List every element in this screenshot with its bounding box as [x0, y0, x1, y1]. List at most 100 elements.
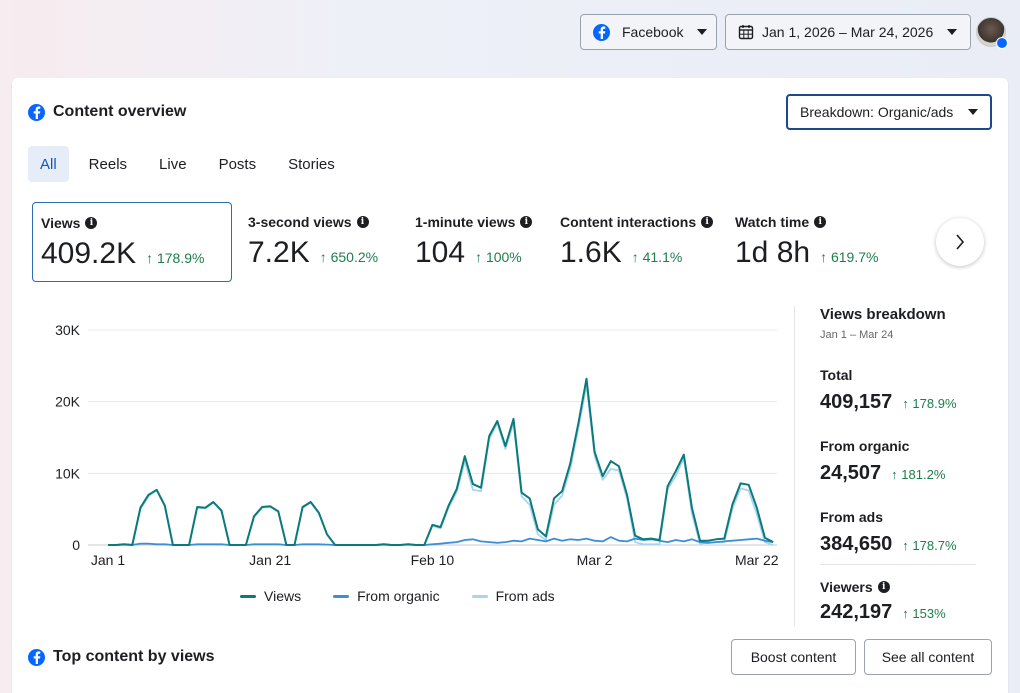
breakdown-item-value: 409,157: [820, 391, 893, 413]
facebook-icon: [28, 648, 45, 666]
breakdown-item-delta: ↑ 178.7%: [902, 538, 957, 553]
x-tick-label: Jan 1: [91, 552, 125, 568]
breakdown-item-ads: From ads 384,650 ↑ 178.7%: [820, 509, 976, 565]
breakdown-item-delta: ↑ 153%: [902, 606, 946, 621]
metric-label: Watch time: [735, 214, 810, 230]
metric-value: 1.6K: [560, 236, 622, 269]
breakdown-item-label: From organic: [820, 438, 910, 454]
breakdown-item-viewers: Viewers i 242,197 ↑ 153%: [820, 579, 976, 624]
metric-label: Views: [41, 215, 81, 231]
platform-label: Facebook: [622, 24, 684, 40]
y-tick-label: 0: [72, 537, 80, 553]
chevron-down-icon: [697, 29, 708, 35]
y-tick-label: 10K: [55, 465, 81, 481]
x-tick-label: Jan 21: [249, 552, 291, 568]
legend-item-ads[interactable]: From ads: [471, 588, 555, 604]
y-tick-label: 30K: [55, 322, 81, 338]
breakdown-item-delta: ↑ 178.9%: [902, 396, 957, 411]
page-title: Content overview: [53, 103, 187, 120]
breakdown-item-organic: From organic 24,507 ↑ 181.2%: [820, 438, 976, 485]
chevron-down-icon: [968, 109, 978, 115]
legend-label: From organic: [357, 588, 440, 604]
facebook-icon: [593, 23, 610, 41]
x-tick-label: Mar 2: [577, 552, 613, 568]
info-icon[interactable]: i: [520, 216, 533, 228]
content-overview-heading: Content overview: [28, 103, 186, 121]
legend-item-organic[interactable]: From organic: [333, 588, 440, 604]
info-icon[interactable]: i: [85, 217, 98, 229]
breakdown-item-label: Viewers: [820, 579, 873, 595]
metric-delta: ↑ 650.2%: [319, 249, 379, 265]
views-breakdown-panel: Views breakdown Jan 1 – Mar 24 Total 409…: [820, 306, 976, 624]
see-all-content-button[interactable]: See all content: [864, 639, 992, 675]
facebook-badge-icon: [996, 37, 1008, 49]
x-tick-label: Mar 22: [735, 552, 779, 568]
series-line-from-organic: [108, 536, 774, 546]
info-icon[interactable]: i: [356, 216, 369, 228]
metric-label: 3-second views: [248, 214, 352, 230]
info-icon[interactable]: i: [877, 581, 890, 593]
x-tick-label: Feb 10: [411, 552, 455, 568]
metric-delta: ↑ 619.7%: [820, 249, 879, 265]
tab-all[interactable]: All: [28, 146, 69, 182]
tab-reels[interactable]: Reels: [88, 155, 128, 173]
breakdown-item-total: Total 409,157 ↑ 178.9%: [820, 367, 976, 414]
avatar[interactable]: [976, 17, 1008, 49]
metric-value: 7.2K: [248, 236, 310, 269]
tab-stories[interactable]: Stories: [288, 155, 335, 173]
metric-3-second-views[interactable]: 3-second views i 7.2K ↑ 650.2%: [240, 202, 400, 282]
series-line-views: [108, 377, 774, 546]
metric-delta: ↑ 178.9%: [146, 250, 205, 266]
facebook-icon: [28, 103, 45, 121]
content-overview-card: Content overview Breakdown: Organic/ads …: [12, 78, 1008, 693]
next-metrics-button[interactable]: [936, 218, 984, 266]
calendar-icon: [738, 25, 754, 40]
metric-views[interactable]: Views i 409.2K ↑ 178.9%: [32, 202, 232, 282]
breakdown-item-value: 24,507: [820, 462, 882, 484]
top-content-heading: Top content by views: [28, 648, 215, 666]
views-line-chart: 0 10K 20K 30K Jan 1 Jan 21 Feb 10 Mar 2 Mar 22: [55, 322, 779, 568]
metric-value: 1d 8h: [735, 236, 811, 269]
breakdown-label: Breakdown: Organic/ads: [800, 104, 954, 120]
metric-value: 104: [415, 236, 466, 269]
metric-cards: Views i 409.2K ↑ 178.9% 3-second views i 7.…: [32, 202, 992, 282]
breakdown-subtitle: Jan 1 – Mar 24: [820, 329, 894, 341]
breakdown-item-label: From ads: [820, 509, 884, 525]
chevron-right-icon: [956, 234, 965, 250]
legend-swatch: [240, 594, 256, 598]
metric-1-minute-views[interactable]: 1-minute views i 104 ↑ 100%: [407, 202, 547, 282]
date-range-label: Jan 1, 2026 – Mar 24, 2026: [762, 24, 934, 40]
boost-content-button[interactable]: Boost content: [731, 639, 856, 675]
metric-label: 1-minute views: [415, 214, 516, 230]
metric-delta: ↑ 100%: [475, 249, 522, 265]
breakdown-title: Views breakdown: [820, 306, 946, 323]
breakdown-item-value: 242,197: [820, 601, 893, 623]
metric-label: Content interactions: [560, 214, 697, 230]
series-line-from-ads: [108, 384, 774, 546]
tab-live[interactable]: Live: [159, 155, 187, 173]
metric-watch-time[interactable]: Watch time i 1d 8h ↑ 619.7%: [727, 202, 917, 282]
platform-selector[interactable]: Facebook: [580, 14, 717, 50]
legend-label: Views: [264, 588, 302, 604]
top-bar: Facebook Jan 1, 2026 – Mar 24, 2026: [580, 14, 1008, 50]
date-range-selector[interactable]: Jan 1, 2026 – Mar 24, 2026: [725, 14, 971, 50]
info-icon[interactable]: i: [814, 216, 827, 228]
metric-value: 409.2K: [41, 237, 137, 270]
chevron-down-icon: [947, 29, 958, 35]
legend-swatch: [471, 594, 488, 598]
breakdown-item-label: Total: [820, 367, 853, 383]
breakdown-dropdown[interactable]: Breakdown: Organic/ads: [786, 94, 992, 130]
info-icon[interactable]: i: [701, 216, 714, 228]
breakdown-item-delta: ↑ 181.2%: [891, 467, 946, 482]
legend-item-views[interactable]: Views: [240, 588, 301, 604]
content-tabs: All Reels Live Posts Stories: [28, 146, 355, 182]
top-content-title: Top content by views: [53, 648, 215, 665]
metric-delta: ↑ 41.1%: [631, 249, 683, 265]
breakdown-item-value: 384,650: [820, 533, 893, 555]
divider: [794, 306, 795, 626]
metric-content-interactions[interactable]: Content interactions i 1.6K ↑ 41.1%: [552, 202, 722, 282]
tab-posts[interactable]: Posts: [218, 155, 257, 173]
legend-swatch: [333, 594, 350, 598]
chart-legend: Views From organic From ads: [240, 588, 587, 604]
breakdown-separator: [820, 564, 976, 565]
